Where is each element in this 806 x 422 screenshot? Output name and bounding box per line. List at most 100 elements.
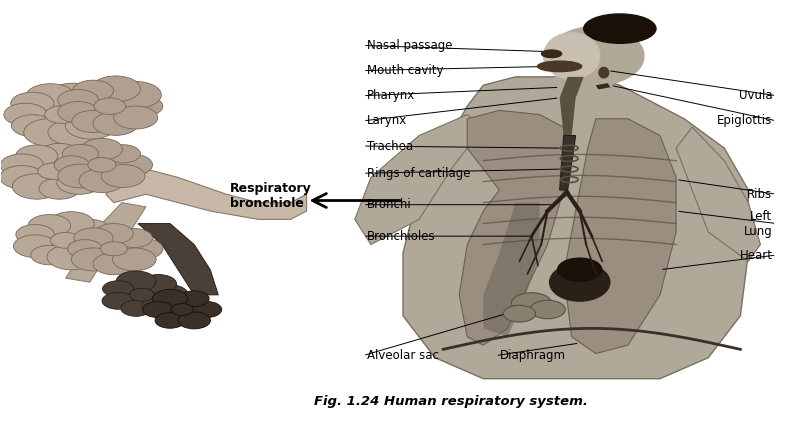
Circle shape bbox=[58, 89, 98, 111]
FancyBboxPatch shape bbox=[555, 62, 596, 100]
Circle shape bbox=[93, 253, 135, 275]
Text: Pharynx: Pharynx bbox=[367, 89, 415, 102]
Text: Uvula: Uvula bbox=[739, 89, 772, 102]
Circle shape bbox=[102, 281, 134, 297]
Circle shape bbox=[56, 148, 102, 172]
Ellipse shape bbox=[558, 258, 602, 281]
Circle shape bbox=[70, 241, 110, 262]
Text: Bronchi: Bronchi bbox=[367, 198, 412, 211]
Circle shape bbox=[75, 103, 121, 127]
Circle shape bbox=[106, 145, 140, 163]
Text: Rings of cartilage: Rings of cartilage bbox=[367, 167, 471, 180]
Ellipse shape bbox=[599, 68, 609, 78]
Text: Alveolar sac: Alveolar sac bbox=[367, 349, 438, 362]
Circle shape bbox=[48, 119, 98, 146]
Polygon shape bbox=[355, 115, 484, 244]
Circle shape bbox=[72, 219, 110, 239]
Circle shape bbox=[504, 306, 535, 322]
Text: Respiratory
bronchiole: Respiratory bronchiole bbox=[231, 182, 312, 210]
Circle shape bbox=[4, 103, 47, 126]
Circle shape bbox=[38, 163, 69, 179]
Circle shape bbox=[191, 301, 222, 318]
Circle shape bbox=[111, 154, 152, 176]
Circle shape bbox=[179, 291, 209, 306]
Circle shape bbox=[11, 115, 53, 137]
Text: Mouth cavity: Mouth cavity bbox=[367, 64, 443, 77]
Ellipse shape bbox=[547, 27, 644, 85]
Circle shape bbox=[91, 76, 140, 102]
Polygon shape bbox=[484, 203, 539, 337]
Circle shape bbox=[110, 81, 161, 108]
Text: Alveoli: Alveoli bbox=[10, 165, 51, 178]
Circle shape bbox=[114, 106, 158, 129]
Circle shape bbox=[140, 275, 177, 294]
Circle shape bbox=[94, 98, 126, 114]
Circle shape bbox=[148, 284, 189, 305]
Circle shape bbox=[48, 212, 94, 235]
Circle shape bbox=[39, 178, 80, 199]
Circle shape bbox=[31, 245, 68, 265]
Circle shape bbox=[155, 313, 185, 328]
Text: Bronchioles: Bronchioles bbox=[367, 230, 435, 243]
Circle shape bbox=[39, 143, 80, 164]
Ellipse shape bbox=[584, 14, 656, 43]
Circle shape bbox=[116, 229, 152, 248]
Circle shape bbox=[113, 248, 156, 271]
Circle shape bbox=[101, 165, 145, 187]
Text: Heart: Heart bbox=[739, 249, 772, 262]
Circle shape bbox=[12, 174, 61, 199]
Polygon shape bbox=[403, 77, 749, 379]
Circle shape bbox=[100, 242, 127, 256]
Circle shape bbox=[64, 89, 118, 118]
Circle shape bbox=[58, 102, 98, 123]
Circle shape bbox=[93, 112, 139, 135]
Circle shape bbox=[47, 83, 98, 110]
Circle shape bbox=[10, 92, 54, 115]
Circle shape bbox=[62, 144, 98, 163]
Circle shape bbox=[28, 214, 71, 237]
Circle shape bbox=[68, 240, 102, 258]
Ellipse shape bbox=[543, 33, 600, 79]
Circle shape bbox=[512, 293, 551, 314]
Text: Left
Lung: Left Lung bbox=[744, 210, 772, 238]
Polygon shape bbox=[596, 83, 610, 89]
Polygon shape bbox=[138, 224, 218, 295]
Circle shape bbox=[79, 169, 125, 192]
Polygon shape bbox=[459, 111, 563, 345]
Circle shape bbox=[77, 230, 118, 251]
Circle shape bbox=[66, 160, 109, 182]
Circle shape bbox=[57, 171, 102, 194]
Circle shape bbox=[102, 292, 134, 309]
Circle shape bbox=[530, 300, 565, 319]
Polygon shape bbox=[676, 127, 760, 261]
Circle shape bbox=[74, 228, 113, 248]
Polygon shape bbox=[559, 135, 575, 190]
Circle shape bbox=[16, 225, 54, 245]
Circle shape bbox=[72, 111, 114, 133]
Circle shape bbox=[73, 80, 114, 102]
Circle shape bbox=[23, 119, 77, 146]
Text: Ribs: Ribs bbox=[747, 188, 772, 201]
Circle shape bbox=[15, 145, 58, 167]
Circle shape bbox=[45, 106, 78, 123]
Circle shape bbox=[14, 235, 56, 257]
Circle shape bbox=[81, 138, 123, 160]
Circle shape bbox=[121, 300, 152, 316]
Text: Diaphragm: Diaphragm bbox=[500, 349, 565, 362]
Circle shape bbox=[142, 297, 175, 314]
Polygon shape bbox=[106, 169, 306, 219]
Circle shape bbox=[178, 312, 210, 329]
Circle shape bbox=[123, 238, 163, 259]
Polygon shape bbox=[65, 203, 146, 282]
Circle shape bbox=[171, 304, 193, 315]
Circle shape bbox=[47, 244, 96, 270]
Circle shape bbox=[116, 271, 156, 292]
Circle shape bbox=[58, 164, 103, 188]
Text: Epiglottis: Epiglottis bbox=[717, 114, 772, 127]
Circle shape bbox=[0, 165, 44, 189]
Ellipse shape bbox=[550, 263, 610, 301]
Circle shape bbox=[0, 154, 44, 176]
Circle shape bbox=[143, 301, 173, 317]
Polygon shape bbox=[559, 77, 584, 135]
Ellipse shape bbox=[538, 61, 582, 72]
